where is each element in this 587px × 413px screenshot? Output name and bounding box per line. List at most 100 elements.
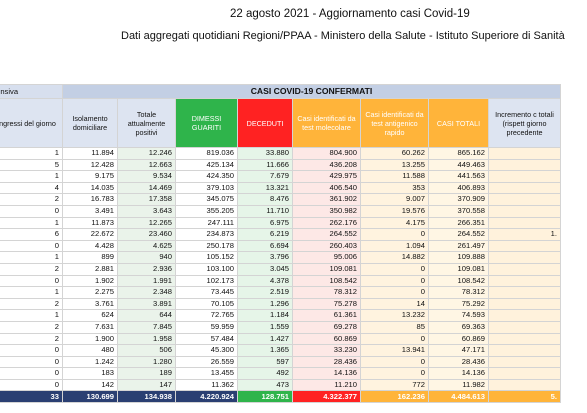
table-cell: 1.991 — [117, 274, 176, 288]
table-cell: 436.208 — [292, 158, 361, 172]
col-header-casi-totali: CASI TOTALI — [428, 98, 489, 148]
table-cell: 234.873 — [175, 228, 238, 241]
table-row: 0 142 147 11.362 473 11.210 772 11.982 — [0, 378, 561, 392]
total-cell: 130.699 — [62, 390, 118, 404]
total-cell: 134.938 — [117, 390, 176, 404]
table-cell: 624 — [62, 309, 118, 322]
col-header-attualmente-positivi: Totale attualmente positivi — [117, 98, 176, 148]
table-cell: 2 — [0, 193, 63, 206]
table-row: 1 11.894 12.246 819.036 33.880 804.900 60.262 8… — [0, 147, 561, 160]
table-cell: 1.184 — [237, 309, 293, 322]
table-cell: 2.519 — [237, 286, 293, 299]
table-cell: 247.111 — [175, 216, 238, 230]
table-cell: 78.312 — [428, 286, 489, 299]
table-cell: 11.666 — [237, 158, 293, 172]
table-cell: 11.710 — [237, 204, 293, 218]
table-total-row: 33 130.699 134.938 4.220.924 128.751 4.322.37… — [0, 390, 561, 404]
table-row: 4 14.035 14.469 379.103 13.321 406.540 353 406.… — [0, 181, 561, 195]
table-cell: 0 — [360, 274, 429, 288]
table-cell — [488, 344, 561, 357]
table-cell: 6.975 — [237, 216, 293, 230]
table-cell: 1 — [0, 309, 63, 322]
table-cell: 12.663 — [117, 158, 176, 172]
col-header-deceduti: DECEDUTI — [237, 98, 293, 148]
table-cell — [488, 193, 561, 206]
table-row: 1 624 644 72.765 1.184 61.361 13.232 74.593 — [0, 309, 561, 322]
table-cell: 449.463 — [428, 158, 489, 172]
table-cell — [488, 355, 561, 369]
table-cell: 1.296 — [237, 297, 293, 311]
table-cell: 2.275 — [62, 286, 118, 299]
table-cell: 1.365 — [237, 344, 293, 357]
table-cell: 1.427 — [237, 332, 293, 346]
table-cell: 0 — [360, 228, 429, 241]
table-cell: 1.094 — [360, 239, 429, 253]
page-title: 22 agosto 2021 - Aggiornamento casi Covi… — [230, 8, 470, 20]
table-row: 2 7.631 7.845 59.959 1.559 69.278 85 69.363 — [0, 320, 561, 334]
table-cell: 899 — [62, 251, 118, 264]
total-cell: 5. — [488, 390, 561, 404]
table-cell: 1.280 — [117, 355, 176, 369]
table-cell: 95.006 — [292, 251, 361, 264]
table-cell: 57.484 — [175, 332, 238, 346]
table-cell: 1 — [0, 251, 63, 264]
table-cell: 424.350 — [175, 170, 238, 183]
table-cell: 12.265 — [117, 216, 176, 230]
table-banner-row: tensiva CASI COVID-19 CONFERMATI — [0, 84, 561, 99]
table-cell: 260.403 — [292, 239, 361, 253]
table-cell: 13.232 — [360, 309, 429, 322]
table-cell: 33.230 — [292, 344, 361, 357]
table-cell — [488, 239, 561, 253]
table-cell: 12.246 — [117, 147, 176, 160]
table-row: 2 3.761 3.891 70.105 1.296 75.278 14 75.292 — [0, 297, 561, 311]
table-cell: 12.428 — [62, 158, 118, 172]
table-cell — [488, 216, 561, 230]
table-cell: 9.007 — [360, 193, 429, 206]
table-row: 6 22.672 23.460 234.873 6.219 264.552 0 264.552… — [0, 228, 561, 241]
table-cell — [488, 262, 561, 276]
table-cell: 441.563 — [428, 170, 489, 183]
table-cell: 26.559 — [175, 355, 238, 369]
col-header-isolamento: Isolamento domiciliare — [62, 98, 118, 148]
table-cell: 3.045 — [237, 262, 293, 276]
table-cell: 0 — [0, 204, 63, 218]
table-cell: 361.902 — [292, 193, 361, 206]
table-cell: 142 — [62, 378, 118, 392]
col-header-dimessi-guariti: DIMESSI GUARITI — [175, 98, 238, 148]
covid-table-container: tensiva CASI COVID-19 CONFERMATI Ingress… — [0, 84, 561, 404]
table-cell: 69.363 — [428, 320, 489, 334]
table-cell: 865.162 — [428, 147, 489, 160]
table-cell: 85 — [360, 320, 429, 334]
table-cell: 425.134 — [175, 158, 238, 172]
table-cell: 2.348 — [117, 286, 176, 299]
page-subtitle: Dati aggregati quotidiani Regioni/PPAA -… — [121, 30, 565, 42]
total-cell: 4.322.377 — [292, 390, 361, 404]
table-row: 0 4.428 4.625 250.178 6.694 260.403 1.094 261.4… — [0, 239, 561, 253]
table-row: 1 11.873 12.265 247.111 6.975 262.176 4.175 266… — [0, 216, 561, 230]
table-cell: 109.081 — [292, 262, 361, 276]
table-cell: 6 — [0, 228, 63, 241]
total-cell: 128.751 — [237, 390, 293, 404]
table-cell: 14 — [360, 297, 429, 311]
table-cell: 78.312 — [292, 286, 361, 299]
total-cell: 33 — [0, 390, 63, 404]
table-cell: 70.105 — [175, 297, 238, 311]
table-row: 2 1.900 1.958 57.484 1.427 60.869 0 60.869 — [0, 332, 561, 346]
table-cell: 4.378 — [237, 274, 293, 288]
table-cell — [488, 158, 561, 172]
table-cell: 16.783 — [62, 193, 118, 206]
table-cell: 28.436 — [292, 355, 361, 369]
table-cell: 2.881 — [62, 262, 118, 276]
table-cell: 17.358 — [117, 193, 176, 206]
table-cell: 772 — [360, 378, 429, 392]
table-cell: 264.552 — [292, 228, 361, 241]
col-header-test-molecolare: Casi identificati da test molecolare — [292, 98, 361, 148]
table-cell: 9.534 — [117, 170, 176, 183]
table-cell: 0 — [360, 367, 429, 380]
table-row: 5 12.428 12.663 425.134 11.666 436.208 13.255 4… — [0, 158, 561, 172]
table-cell: 1. — [488, 228, 561, 241]
total-cell: 4.484.613 — [428, 390, 489, 404]
table-cell: 2 — [0, 297, 63, 311]
table-cell: 3.796 — [237, 251, 293, 264]
table-cell: 262.176 — [292, 216, 361, 230]
